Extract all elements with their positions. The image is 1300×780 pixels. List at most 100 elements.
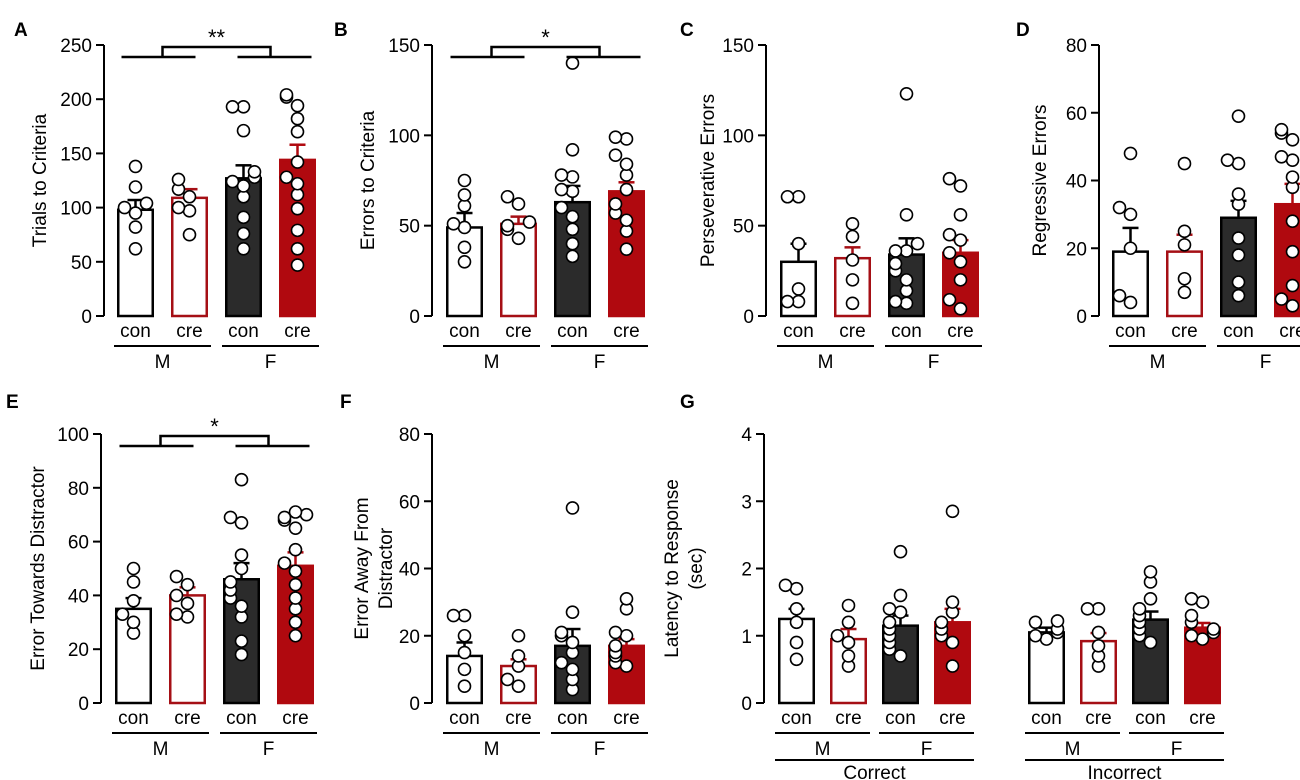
data-point xyxy=(223,575,238,589)
data-point xyxy=(953,208,968,222)
y-axis-label-line: Distractor xyxy=(376,527,397,609)
y-axis-label-line: Trials to Criteria xyxy=(30,113,51,247)
data-point xyxy=(169,588,184,603)
data-point xyxy=(522,215,537,229)
data-point xyxy=(290,201,305,216)
data-point xyxy=(1028,628,1043,643)
y-tick-label: 100 xyxy=(60,199,92,220)
data-point xyxy=(288,521,303,535)
data-point xyxy=(845,217,860,231)
group-label: F xyxy=(594,739,606,760)
x-tick-label: con xyxy=(449,708,480,729)
x-tick-label: cre xyxy=(1279,321,1300,342)
data-point xyxy=(446,217,461,231)
x-tick-label: con xyxy=(118,708,149,729)
y-tick-label: 80 xyxy=(399,425,420,446)
data-point xyxy=(1184,608,1199,623)
data-point xyxy=(899,86,914,101)
data-point xyxy=(1123,207,1138,222)
data-point xyxy=(236,210,251,225)
x-tick-label: cre xyxy=(176,321,202,342)
data-point xyxy=(893,588,908,603)
data-point xyxy=(780,294,795,309)
data-point xyxy=(290,111,305,126)
data-point xyxy=(169,569,184,584)
data-point xyxy=(1285,153,1300,167)
x-tick-label: cre xyxy=(939,708,965,729)
data-point xyxy=(893,605,908,620)
data-point xyxy=(1143,591,1158,606)
data-point xyxy=(288,564,303,578)
sig-bracket-top xyxy=(490,45,601,57)
x-tick-label: con xyxy=(1135,708,1166,729)
data-point xyxy=(290,258,305,272)
data-point xyxy=(288,591,303,605)
data-point xyxy=(117,200,132,215)
data-point xyxy=(182,204,197,218)
x-tick-label: cre xyxy=(613,708,639,729)
group-label: M xyxy=(815,739,831,760)
data-point xyxy=(234,515,249,530)
data-point xyxy=(1177,238,1192,252)
x-tick-label: cre xyxy=(1189,708,1215,729)
data-point xyxy=(1285,244,1300,259)
data-point xyxy=(565,142,580,157)
panel-a: A 0 50 100 150 200 250 Trials to Criteria con cre… xyxy=(14,20,319,373)
data-point xyxy=(888,244,903,258)
data-point xyxy=(457,662,472,677)
data-point xyxy=(619,213,634,228)
x-tick-label: con xyxy=(1031,708,1062,729)
data-point xyxy=(791,236,806,251)
data-point xyxy=(953,301,968,316)
data-point xyxy=(565,249,580,264)
y-tick-label: 20 xyxy=(68,640,89,661)
data-point xyxy=(1184,591,1199,606)
data-point xyxy=(247,165,262,179)
data-point xyxy=(608,625,623,640)
data-point xyxy=(565,56,580,70)
data-point xyxy=(511,679,526,693)
data-point xyxy=(277,510,292,525)
data-point xyxy=(126,593,141,608)
data-point xyxy=(1285,133,1300,147)
data-point xyxy=(236,241,251,256)
data-point xyxy=(1177,285,1192,300)
data-point xyxy=(1285,170,1300,184)
data-point xyxy=(888,294,903,309)
data-point xyxy=(169,607,184,622)
data-point xyxy=(128,159,143,174)
y-tick-label: 20 xyxy=(1066,239,1087,260)
data-point xyxy=(882,602,897,616)
panel-letter: D xyxy=(1016,20,1030,41)
data-point xyxy=(1112,288,1127,303)
data-point xyxy=(945,595,960,609)
x-tick-label: con xyxy=(781,708,812,729)
data-point xyxy=(299,507,314,522)
data-point xyxy=(841,598,856,613)
data-point xyxy=(1195,595,1210,609)
y-tick-label: 20 xyxy=(399,627,420,648)
data-point xyxy=(845,296,860,311)
data-point xyxy=(565,209,580,224)
data-point xyxy=(1274,149,1289,164)
panel-b: B 0 50 100 150 Errors to Criteria con cre con cre… xyxy=(334,20,648,373)
y-axis-label-line: Perseverative Errors xyxy=(698,94,719,267)
panel-letter: E xyxy=(6,392,19,413)
data-point xyxy=(115,607,130,622)
group-label: F xyxy=(928,352,940,373)
y-tick-label: 0 xyxy=(741,694,752,715)
data-point xyxy=(457,173,472,188)
data-point xyxy=(565,170,580,184)
data-point xyxy=(288,505,303,519)
y-axis-label: Trials to Criteria xyxy=(30,113,51,247)
data-point xyxy=(945,635,960,650)
group-label: M xyxy=(1065,739,1081,760)
data-point xyxy=(945,659,960,673)
data-point xyxy=(953,233,968,247)
y-tick-label: 150 xyxy=(60,144,92,165)
data-point xyxy=(841,615,856,630)
bar xyxy=(169,594,206,705)
data-point xyxy=(554,200,569,215)
data-point xyxy=(290,223,305,238)
